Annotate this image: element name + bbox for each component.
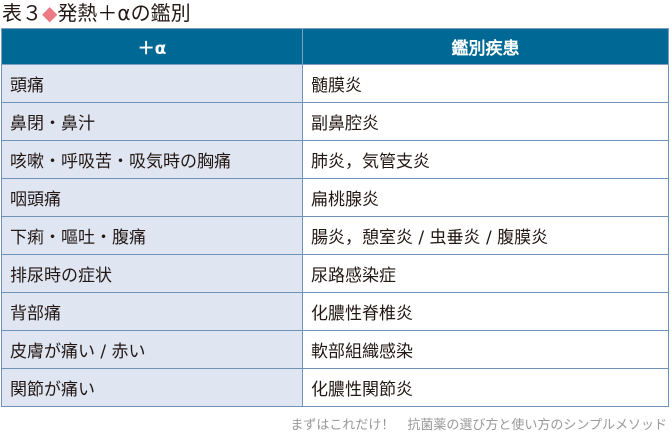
table-row: 咳嗽・呼吸苦・吸気時の胸痛 肺炎，気管支炎 [1,140,669,179]
table-row: 背部痛 化膿性脊椎炎 [1,292,669,331]
symptom-cell: 背部痛 [1,292,303,331]
header-diagnosis: 鑑別疾患 [302,28,669,65]
table-row: 咽頭痛 扁桃腺炎 [1,178,669,217]
table-row: 頭痛 髄膜炎 [1,64,669,103]
title-text: 発熱＋αの鑑別 [57,1,191,25]
diagnosis-cell: 副鼻腔炎 [302,102,669,141]
diamond-icon: ◆ [42,1,58,25]
symptom-cell: 皮膚が痛い / 赤い [1,330,303,369]
differential-table: ＋α 鑑別疾患 頭痛 髄膜炎 鼻閉・鼻汁 副鼻腔炎 咳嗽・呼吸苦・吸気時の胸痛 肺炎，気管… [1,28,669,407]
diagnosis-cell: 腸炎，憩室炎 / 虫垂炎 / 腹膜炎 [302,216,669,255]
diagnosis-cell: 化膿性脊椎炎 [302,292,669,331]
symptom-cell: 頭痛 [1,64,303,103]
symptom-cell: 関節が痛い [1,368,303,407]
table-row: 下痢・嘔吐・腹痛 腸炎，憩室炎 / 虫垂炎 / 腹膜炎 [1,216,669,255]
diagnosis-cell: 肺炎，気管支炎 [302,140,669,179]
title-prefix: 表３ [2,1,42,25]
symptom-cell: 咽頭痛 [1,178,303,217]
table-row: 関節が痛い 化膿性関節炎 [1,368,669,407]
table-row: 皮膚が痛い / 赤い 軟部組織感染 [1,330,669,369]
header-symptom: ＋α [1,28,303,65]
symptom-cell: 下痢・嘔吐・腹痛 [1,216,303,255]
table-row: 鼻閉・鼻汁 副鼻腔炎 [1,102,669,141]
table-title: 表３◆発熱＋αの鑑別 [2,0,191,26]
diagnosis-cell: 化膿性関節炎 [302,368,669,407]
diagnosis-cell: 尿路感染症 [302,254,669,293]
header-row: ＋α 鑑別疾患 [1,28,669,65]
diagnosis-cell: 軟部組織感染 [302,330,669,369]
table-row: 排尿時の症状 尿路感染症 [1,254,669,293]
footer-credit: まずはこれだけ！ 抗菌薬の選び方と使い方のシンプルメソッド [290,418,667,433]
diagnosis-cell: 扁桃腺炎 [302,178,669,217]
symptom-cell: 咳嗽・呼吸苦・吸気時の胸痛 [1,140,303,179]
symptom-cell: 鼻閉・鼻汁 [1,102,303,141]
diagnosis-cell: 髄膜炎 [302,64,669,103]
symptom-cell: 排尿時の症状 [1,254,303,293]
